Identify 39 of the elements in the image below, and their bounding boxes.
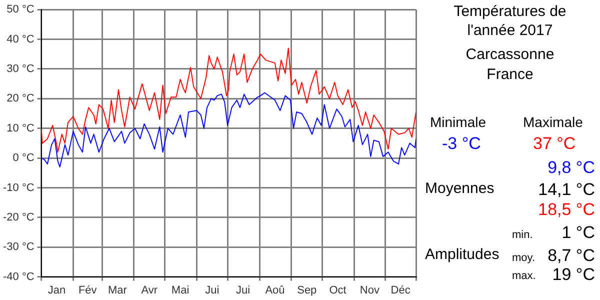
y-tick-label: 10 °C: [6, 122, 34, 134]
text: moy.: [512, 252, 536, 264]
text: 14,1 °C: [538, 180, 595, 200]
y-tick-label: 40 °C: [6, 33, 34, 46]
text: Moyennes: [425, 180, 494, 197]
text: Minimale: [430, 114, 486, 130]
x-tick-label: Jui: [205, 284, 220, 296]
x-tick-label: Nov: [360, 284, 380, 296]
text: Maximale: [523, 114, 583, 130]
text: -3 °C: [442, 134, 481, 154]
x-tick-label: Aoû: [265, 284, 285, 296]
text: Carcassonne France: [464, 46, 556, 83]
y-tick-label: 0 °C: [12, 152, 34, 164]
y-tick-label: 20 °C: [6, 92, 34, 105]
text: 1 °C: [562, 223, 595, 243]
text: 19 °C: [552, 265, 595, 285]
text: 18,5 °C: [538, 200, 595, 220]
text: Amplitudes: [425, 246, 500, 263]
text: 8,7 °C: [548, 246, 595, 266]
text: min.: [512, 229, 533, 241]
text: Températures de l'année 2017: [452, 2, 568, 40]
x-tick-label: Fév: [78, 284, 98, 296]
x-tick-label: Mar: [108, 284, 128, 296]
text: 37 °C: [533, 134, 576, 154]
text: max.: [512, 270, 536, 282]
y-tick-label: -30 °C: [2, 241, 34, 254]
x-tick-label: Mai: [171, 284, 190, 296]
x-tick-label: Sep: [297, 284, 317, 296]
x-tick-label: Avr: [141, 284, 158, 296]
x-tick-label: Déc: [390, 284, 411, 296]
text: 9,8 °C: [548, 158, 595, 178]
y-tick-label: 50 °C: [6, 4, 34, 16]
x-tick-label: Jui: [236, 284, 250, 296]
x-tick-label: Jan: [48, 284, 66, 296]
y-tick-label: 30 °C: [6, 63, 34, 76]
y-tick-label: -20 °C: [2, 211, 34, 224]
y-tick-label: -40 °C: [2, 270, 34, 283]
y-tick-label: -10 °C: [2, 182, 34, 194]
x-tick-label: Oct: [329, 284, 346, 296]
